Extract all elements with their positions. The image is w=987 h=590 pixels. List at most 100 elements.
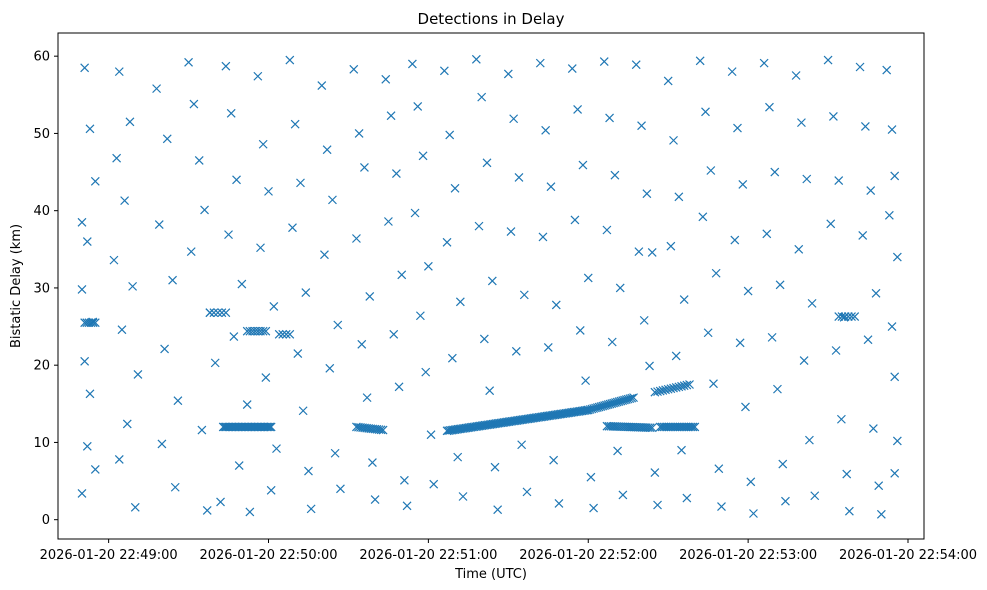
detection-point [762, 229, 772, 239]
track-detection-point [82, 318, 92, 328]
detection-point [360, 162, 369, 172]
track-detection-point [213, 308, 223, 318]
detection-point [735, 338, 745, 348]
detection-point [370, 495, 380, 505]
detection-point [242, 400, 252, 410]
detection-point [549, 455, 559, 465]
detection-point [381, 74, 391, 84]
detection-point [586, 472, 596, 482]
track-detection-point [281, 329, 291, 339]
detection-point [232, 175, 241, 185]
detection-point [133, 370, 143, 379]
detection-point [535, 58, 545, 68]
detection-point [154, 220, 164, 230]
chart-title: Detections in Delay [418, 10, 565, 28]
detection-point [421, 367, 431, 377]
y-tick-label: 50 [33, 127, 50, 142]
x-tick-label: 2026-01-20 22:53:00 [679, 548, 817, 563]
detection-point [152, 84, 162, 94]
detection-point [77, 285, 87, 294]
detection-point [173, 396, 183, 406]
track-detection-point [653, 387, 662, 397]
detection-point [333, 320, 343, 330]
detection-point [773, 384, 782, 394]
detection-point [607, 337, 617, 347]
y-tick-label: 10 [33, 436, 50, 451]
detection-point [511, 346, 521, 356]
detection-point [876, 509, 886, 519]
detection-point [868, 424, 878, 433]
detection-point [831, 346, 841, 355]
detection-point [807, 298, 817, 308]
detection-point [733, 123, 742, 133]
detection-point [226, 108, 236, 118]
detection-point [677, 445, 686, 455]
detection-point [455, 297, 465, 307]
detection-point [453, 452, 463, 462]
detection-point [365, 292, 375, 301]
detection-point [85, 124, 95, 134]
detection-point [575, 325, 585, 335]
detection-point [130, 502, 140, 512]
detection-point [112, 153, 122, 163]
detection-point [479, 334, 489, 344]
detection-point [442, 237, 452, 247]
detection-point [884, 210, 894, 220]
detection-point [352, 234, 361, 243]
detection-point [682, 493, 692, 503]
detection-point [823, 55, 833, 65]
detection-point [695, 56, 705, 66]
track-detection-point [263, 422, 273, 432]
detection-point [615, 283, 625, 293]
detection-point [892, 252, 902, 262]
detection-point [890, 171, 900, 181]
detection-point [245, 507, 255, 517]
detection-point [200, 205, 209, 215]
detection-point [645, 361, 654, 371]
detection-point [517, 440, 527, 450]
track-detection-point [262, 422, 272, 432]
track-detection-point [647, 423, 657, 433]
detection-point [650, 468, 660, 477]
track-detection-point [278, 329, 288, 339]
detection-point [503, 69, 513, 79]
detection-point [711, 268, 721, 278]
track-detection-point [686, 422, 696, 432]
detection-point [778, 459, 788, 469]
track-detection-point [643, 423, 653, 433]
detection-point [653, 500, 662, 510]
track-detection-point [627, 393, 637, 403]
detection-point [77, 488, 87, 498]
detection-point [834, 176, 844, 185]
detection-point [80, 63, 90, 73]
track-detection-point [261, 326, 271, 336]
track-detection-point [650, 387, 660, 397]
y-axis-ticks: 0 10 20 30 40 50 60 [33, 50, 58, 528]
detection-point [117, 325, 127, 335]
detection-point [741, 402, 750, 412]
track-detection-point [629, 393, 638, 403]
detection-point [160, 344, 170, 354]
detection-point [826, 219, 836, 229]
detection-point [890, 372, 900, 382]
detection-point [791, 71, 801, 80]
track-detection-point [655, 386, 665, 396]
y-tick-label: 20 [33, 359, 50, 374]
detection-point [447, 353, 457, 363]
detection-point [618, 490, 628, 500]
detection-point [109, 255, 119, 265]
detection-point [605, 113, 614, 123]
detection-point [402, 501, 412, 511]
detection-point [234, 461, 244, 471]
detection-point [866, 186, 876, 196]
track-detection-point [679, 381, 689, 391]
detection-point [583, 273, 593, 283]
detection-point [253, 71, 263, 81]
detection-point [887, 322, 897, 331]
detection-point [90, 176, 100, 186]
y-tick-label: 40 [33, 204, 50, 219]
detection-point [738, 179, 748, 189]
detection-point [304, 466, 313, 476]
detection-point [77, 217, 87, 227]
